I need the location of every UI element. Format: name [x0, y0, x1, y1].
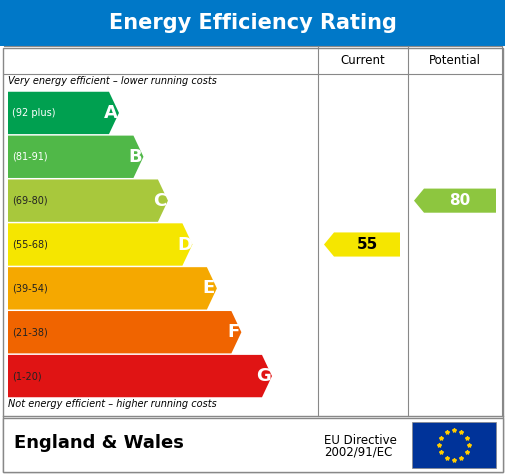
Bar: [411, 422, 495, 468]
Text: 80: 80: [448, 193, 470, 208]
Text: (39-54): (39-54): [12, 283, 47, 293]
Bar: [3, 48, 502, 472]
Text: Current: Current: [340, 54, 385, 66]
Text: 2002/91/EC: 2002/91/EC: [323, 446, 391, 458]
Text: (55-68): (55-68): [12, 239, 48, 249]
Text: D: D: [177, 236, 191, 254]
Polygon shape: [8, 92, 119, 134]
Polygon shape: [8, 180, 168, 222]
Bar: [0, 0, 505, 46]
Polygon shape: [8, 355, 272, 397]
Text: F: F: [227, 323, 239, 341]
Text: (1-20): (1-20): [12, 371, 41, 381]
Polygon shape: [8, 267, 217, 310]
Polygon shape: [8, 136, 143, 178]
Text: (21-38): (21-38): [12, 327, 47, 337]
Text: B: B: [128, 148, 142, 166]
Text: E: E: [203, 279, 215, 297]
Text: (81-91): (81-91): [12, 152, 47, 162]
Text: Very energy efficient – lower running costs: Very energy efficient – lower running co…: [8, 76, 217, 86]
Polygon shape: [8, 223, 192, 266]
Text: G: G: [256, 367, 271, 385]
Bar: [3, 418, 502, 472]
Text: (69-80): (69-80): [12, 196, 47, 206]
Text: England & Wales: England & Wales: [14, 434, 183, 452]
Text: EU Directive: EU Directive: [323, 434, 396, 447]
Text: 55: 55: [356, 237, 377, 252]
Text: A: A: [104, 104, 118, 122]
Polygon shape: [323, 232, 399, 256]
Text: Energy Efficiency Rating: Energy Efficiency Rating: [109, 13, 396, 33]
Polygon shape: [413, 189, 495, 213]
Text: Potential: Potential: [428, 54, 480, 66]
Text: Not energy efficient – higher running costs: Not energy efficient – higher running co…: [8, 399, 216, 409]
Text: (92 plus): (92 plus): [12, 108, 56, 118]
Text: C: C: [153, 191, 166, 210]
Polygon shape: [8, 311, 241, 354]
